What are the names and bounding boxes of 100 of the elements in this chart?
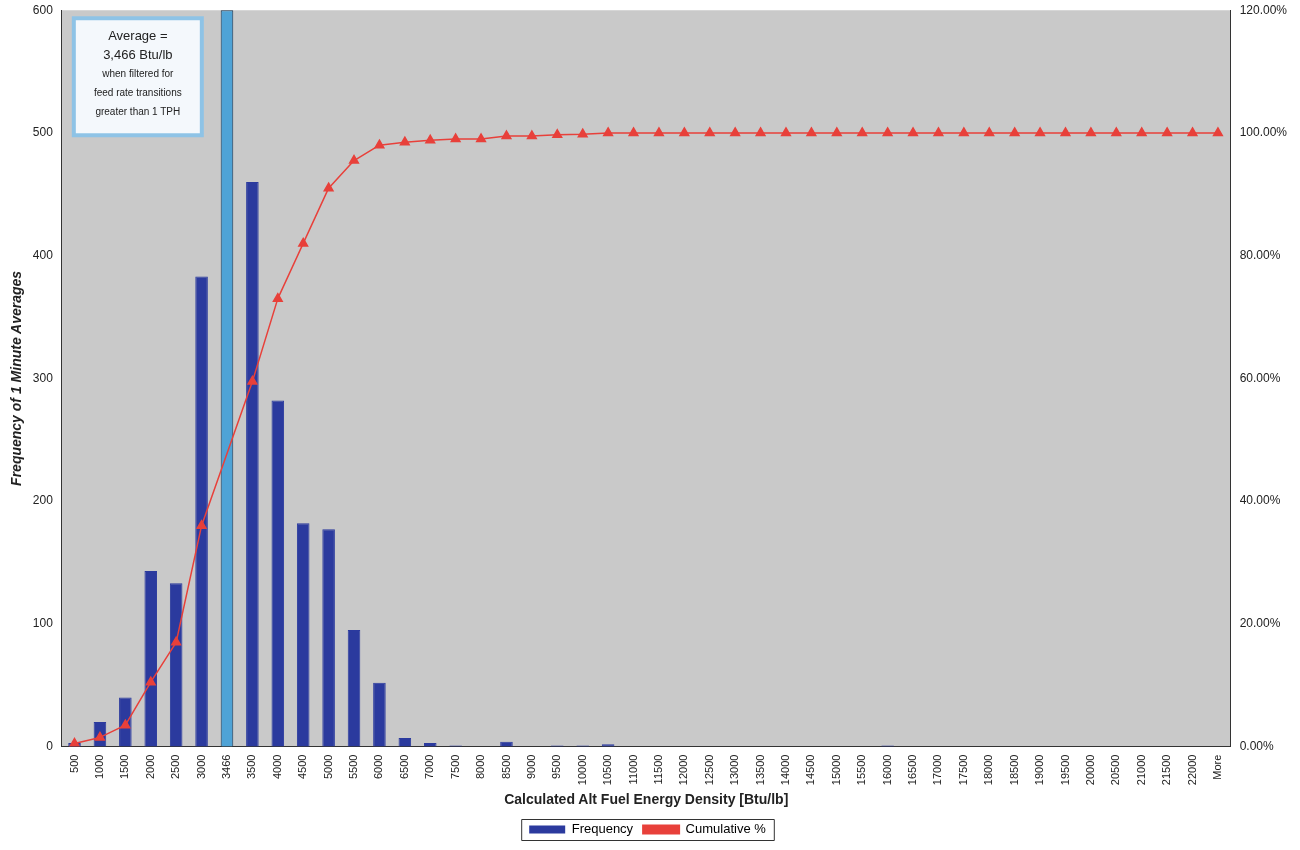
x-tick-label: 10500 (601, 754, 614, 786)
y-axis-title: Frequency of 1 Minute Averages (8, 270, 25, 486)
x-tick-label: 11000 (626, 754, 639, 785)
point (1111, 127, 1122, 137)
point (628, 127, 639, 137)
y2-tick-label: 40.00% (1239, 493, 1281, 508)
bar (271, 400, 285, 747)
y-tick-label: 200 (32, 493, 54, 508)
point (679, 127, 690, 137)
point (831, 127, 842, 137)
point (552, 129, 563, 139)
x-tick-label: 4000 (270, 754, 283, 780)
x-tick-label: 5500 (347, 754, 360, 780)
point (247, 375, 258, 385)
x-tick-label: 3500 (245, 754, 258, 780)
point (958, 127, 969, 137)
y2-tick-label: 120.00% (1239, 2, 1288, 17)
x-tick-label: 10000 (575, 754, 588, 786)
bar (347, 630, 361, 747)
point (1136, 127, 1147, 137)
bar (169, 583, 183, 747)
x-tick-label: 9000 (524, 754, 537, 780)
x-tick-label: 21500 (1160, 754, 1173, 786)
x-tick-label: 13500 (753, 754, 766, 786)
annotation: Average = 3,466 Btu/lb when filtered for feed rate transitions greater than 1 TPH (93, 27, 182, 117)
point (120, 719, 131, 729)
x-tick-label: 16000 (880, 754, 893, 786)
bar (296, 523, 310, 747)
point (577, 128, 588, 138)
y2-tick-label: 60.00% (1239, 370, 1281, 385)
x-tick-label: 19500 (1058, 754, 1071, 786)
point (780, 127, 792, 137)
point (907, 127, 919, 137)
x-tick-label: 1500 (118, 754, 131, 780)
point (653, 127, 665, 137)
point (882, 127, 893, 137)
y-tick-label: 0 (46, 738, 54, 753)
point (196, 519, 207, 529)
x-tick-label: 8500 (499, 754, 512, 780)
point (933, 127, 944, 137)
y2-tick-label: 0.00% (1239, 738, 1274, 753)
x-tick-label: 13000 (728, 754, 741, 786)
x-tick-label: 1000 (92, 754, 105, 780)
point (806, 127, 817, 137)
point (69, 737, 80, 747)
y-tick-label: 500 (32, 125, 54, 140)
x-tick-label: 500 (67, 754, 80, 773)
point (984, 127, 995, 137)
x-tick-label: 16500 (906, 754, 919, 786)
point (450, 133, 461, 143)
bar (144, 571, 158, 747)
x-tick-label: 7000 (423, 754, 436, 780)
point (475, 133, 487, 143)
point (857, 127, 868, 137)
point (526, 130, 537, 140)
y2-tick-label: 80.00% (1239, 247, 1281, 262)
legend-label: Cumulative % (685, 821, 767, 837)
point (730, 127, 741, 137)
bar (246, 182, 259, 747)
x-tick-label: 19000 (1033, 754, 1046, 786)
x-tick-label: 21000 (1134, 754, 1147, 786)
x-tick-label: 12500 (702, 754, 715, 786)
x-tick-label: 15500 (855, 754, 868, 786)
x-tick-label: 11500 (651, 754, 664, 785)
x-tick-label: 18500 (1007, 754, 1020, 786)
y-tick-label: 300 (32, 370, 54, 385)
point (1009, 127, 1020, 137)
y-tick-label: 100 (32, 616, 54, 631)
x-tick-label: 12000 (677, 754, 690, 786)
point (145, 676, 156, 686)
x-tick-label: 22000 (1185, 754, 1198, 786)
point (501, 130, 512, 140)
point (272, 292, 283, 302)
point (323, 182, 334, 192)
x-tick-label: 17500 (956, 754, 969, 786)
point (1060, 127, 1071, 137)
y2-tick-label: 100.00% (1239, 125, 1288, 140)
point (374, 139, 385, 149)
x-tick-label: 14500 (804, 754, 817, 786)
point (298, 237, 309, 247)
x-tick-label: 14000 (779, 754, 791, 786)
x-tick-label: 2500 (169, 754, 182, 780)
x-tick-label: 20000 (1083, 754, 1096, 786)
point (1162, 127, 1173, 137)
point (425, 134, 436, 144)
x-tick-label: More (1210, 754, 1223, 780)
y2-tick-label: 20.00% (1239, 616, 1281, 631)
point (603, 127, 614, 137)
point (1034, 127, 1046, 137)
x-axis-title: Calculated Alt Fuel Energy Density [Btu/lb] (504, 791, 789, 808)
legend-label: Frequency (571, 821, 634, 837)
x-tick-label: 3466 (220, 754, 233, 780)
y-tick-label: 400 (32, 247, 54, 262)
x-tick-label: 6000 (372, 754, 385, 780)
point (171, 636, 182, 646)
y-tick-label: 600 (32, 2, 54, 17)
point (1212, 127, 1223, 137)
x-tick-label: 18000 (982, 754, 995, 786)
x-tick-label: 8000 (474, 754, 487, 780)
x-tick-label: 2000 (143, 754, 156, 780)
